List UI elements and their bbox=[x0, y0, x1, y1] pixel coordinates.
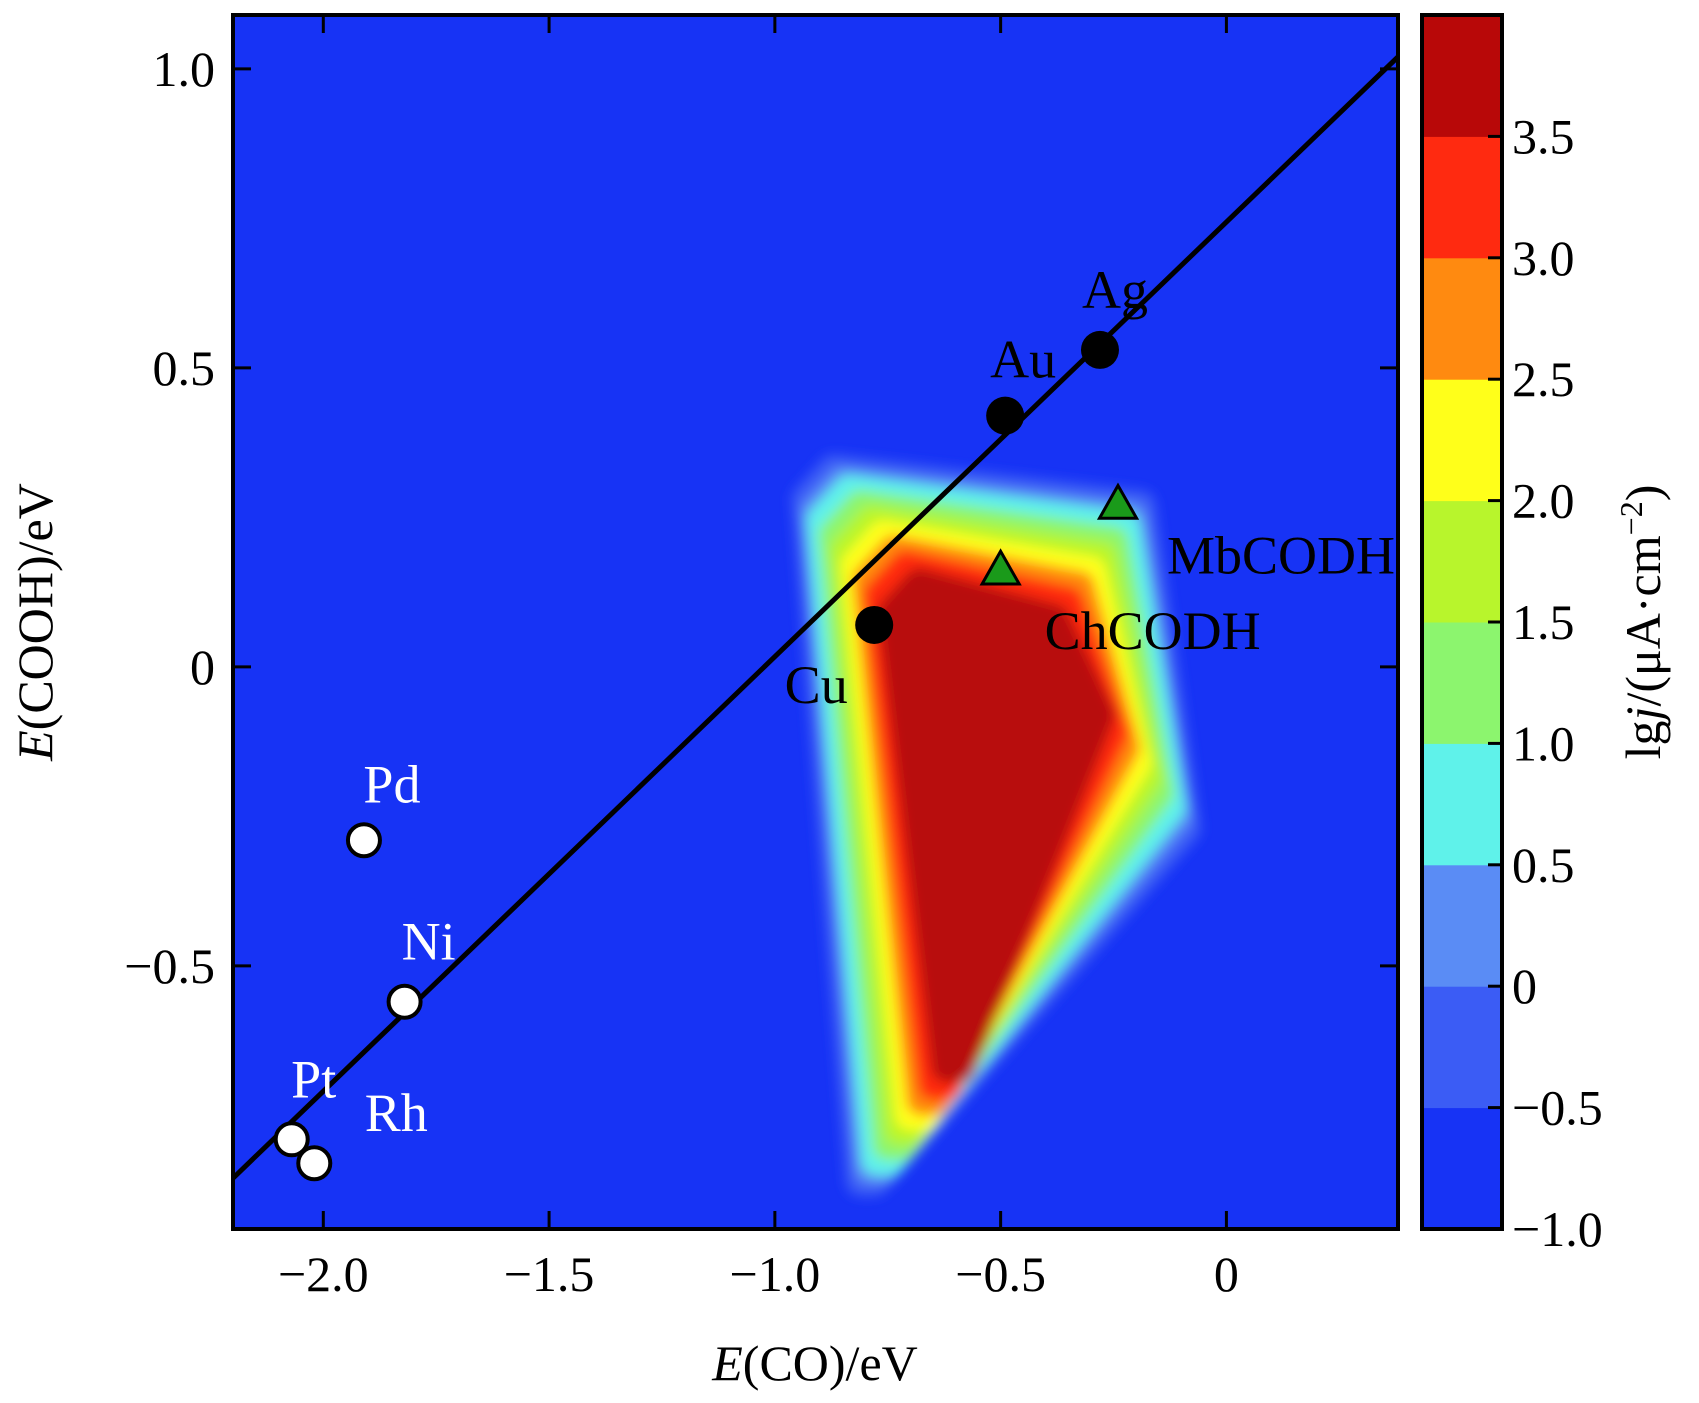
colorbar-band-1 bbox=[1422, 986, 1502, 1109]
label-rh: Rh bbox=[365, 1083, 428, 1143]
colorbar-band-9 bbox=[1422, 15, 1502, 137]
point-au bbox=[986, 396, 1025, 435]
x-tick-label: 0 bbox=[1214, 1246, 1239, 1302]
point-ni bbox=[386, 983, 423, 1020]
x-tick-label: −1.0 bbox=[730, 1246, 821, 1302]
x-tick-label: −1.5 bbox=[504, 1246, 595, 1302]
colorbar-ticks: −1.0 −0.5 0 0.5 1.0 1.5 2.0 2.5 3.0 3.5 bbox=[1488, 108, 1603, 1257]
colorbar-tick-label: 1.0 bbox=[1512, 715, 1575, 771]
colorbar-band-3 bbox=[1422, 743, 1502, 866]
label-au: Au bbox=[990, 330, 1056, 390]
label-cu: Cu bbox=[785, 655, 848, 715]
point-cu bbox=[855, 605, 894, 644]
label-chcodh: ChCODH bbox=[1045, 601, 1261, 661]
y-tick-label: 1.0 bbox=[153, 41, 216, 97]
colorbar-band-0 bbox=[1422, 1107, 1502, 1230]
colorbar-band-2 bbox=[1422, 864, 1502, 987]
y-tick-label: 0 bbox=[190, 639, 215, 695]
colorbar-tick-label: 2.5 bbox=[1512, 351, 1575, 407]
point-rh bbox=[296, 1145, 333, 1182]
colorbar-band-4 bbox=[1422, 622, 1502, 744]
point-mbcodh bbox=[1096, 482, 1140, 520]
colorbar-band-8 bbox=[1422, 136, 1502, 259]
y-tick-label: 0.5 bbox=[153, 340, 216, 396]
point-pt bbox=[273, 1121, 310, 1158]
colorbar-band-6 bbox=[1422, 379, 1502, 502]
label-pt: Pt bbox=[291, 1049, 336, 1109]
contour-bands bbox=[791, 454, 1201, 1197]
colorbar-tick-label: 0.5 bbox=[1512, 837, 1575, 893]
colorbar-tick-label: −0.5 bbox=[1512, 1080, 1603, 1136]
label-ni: Ni bbox=[402, 912, 456, 972]
point-pd bbox=[345, 822, 382, 859]
colorbar-tick-label: 2.0 bbox=[1512, 473, 1575, 529]
colorbar-tick-label: 3.5 bbox=[1512, 108, 1575, 164]
point-ag bbox=[1080, 330, 1119, 369]
contour-band-group bbox=[791, 454, 1201, 1197]
scaling-relation-line bbox=[233, 55, 1398, 1180]
colorbar-tick-label: −1.0 bbox=[1512, 1201, 1603, 1257]
label-ag: Ag bbox=[1082, 260, 1148, 320]
x-tick-label: −0.5 bbox=[955, 1246, 1046, 1302]
colorbar-tick-label: 1.5 bbox=[1512, 594, 1575, 650]
label-pd: Pd bbox=[363, 754, 420, 814]
data-markers: Ag Au Cu Pd Ni Pt Rh MbCODH ChCODH bbox=[273, 260, 1395, 1182]
colorbar-tick-label: 3.0 bbox=[1512, 230, 1575, 286]
colorbar-tick-label: 0 bbox=[1512, 958, 1537, 1014]
label-mbcodh: MbCODH bbox=[1167, 525, 1395, 585]
x-axis-ticks: −2.0 −1.5 −1.0 −0.5 0 bbox=[278, 15, 1239, 1302]
x-tick-label: −2.0 bbox=[278, 1246, 369, 1302]
colorbar bbox=[1422, 15, 1502, 1230]
y-axis-ticks: −0.5 0 0.5 1.0 bbox=[124, 41, 1398, 994]
colorbar-band-7 bbox=[1422, 257, 1502, 380]
plot-frame bbox=[231, 13, 1400, 1231]
colorbar-band-5 bbox=[1422, 500, 1502, 623]
point-chcodh bbox=[979, 548, 1022, 586]
contour-band-level-9 bbox=[877, 568, 1115, 1083]
colorbar-label: lgj/(μA·cm−2) bbox=[1613, 485, 1671, 760]
x-axis-label: E(CO)/eV bbox=[711, 1335, 918, 1391]
y-tick-label: −0.5 bbox=[124, 938, 215, 994]
y-axis-label: E(COOH)/eV bbox=[7, 483, 63, 762]
